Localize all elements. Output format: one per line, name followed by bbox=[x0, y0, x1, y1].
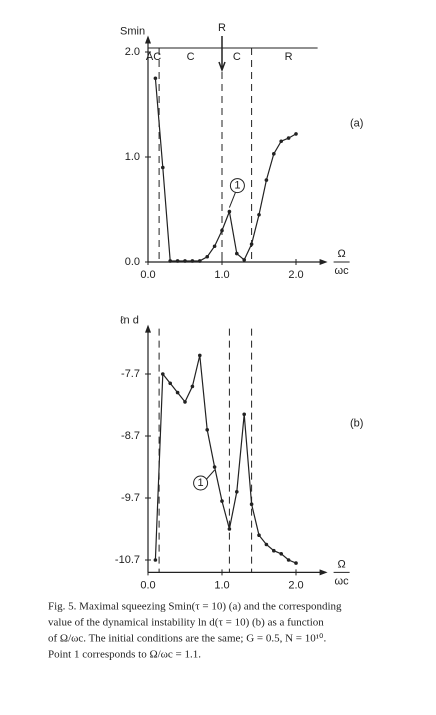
data-point bbox=[183, 400, 187, 404]
y-tick-label: 0.0 bbox=[125, 256, 140, 268]
region-arrow bbox=[218, 36, 226, 73]
data-point bbox=[153, 76, 158, 81]
y-arrow bbox=[145, 35, 151, 44]
data-point bbox=[190, 384, 195, 389]
point-label: 1 bbox=[234, 180, 240, 192]
y-tick-label: -10.7 bbox=[115, 554, 140, 566]
data-point bbox=[212, 465, 217, 469]
data-point bbox=[168, 381, 172, 386]
caption-line: value of the dynamical instability ln d(… bbox=[48, 617, 324, 629]
data-point bbox=[161, 372, 165, 376]
data-point bbox=[220, 499, 224, 503]
data-point bbox=[272, 152, 276, 156]
data-point bbox=[235, 251, 239, 256]
y-tick-label: -8.7 bbox=[121, 430, 140, 442]
data-point bbox=[227, 527, 232, 531]
data-point bbox=[183, 259, 187, 263]
x-tick-label: 1.0 bbox=[214, 579, 229, 591]
y-tick-label: -7.7 bbox=[121, 368, 140, 380]
data-point bbox=[161, 165, 165, 170]
data-point bbox=[205, 428, 209, 432]
data-point bbox=[175, 390, 180, 395]
y-tick-label: 1.0 bbox=[125, 151, 140, 163]
caption-line: of Ω/ωc. The initial conditions are the … bbox=[48, 633, 326, 645]
data-point bbox=[190, 259, 195, 263]
data-point bbox=[205, 254, 209, 259]
data-point bbox=[249, 502, 254, 507]
panel-label: (b) bbox=[350, 417, 363, 429]
y-axis-label: Smin bbox=[120, 25, 145, 37]
panel-label: (a) bbox=[350, 118, 363, 130]
x-tick-label: 2.0 bbox=[288, 579, 303, 591]
caption-line: Fig. 5. Maximal squeezing Smin(τ = 10) (… bbox=[48, 601, 342, 613]
data-point bbox=[257, 533, 261, 537]
region-label: R bbox=[285, 51, 293, 63]
data-point bbox=[294, 132, 298, 136]
data-point bbox=[227, 209, 232, 214]
x-tick-label: 0.0 bbox=[140, 579, 155, 591]
data-point bbox=[235, 490, 239, 494]
point-arrow bbox=[206, 469, 215, 480]
data-point bbox=[242, 258, 246, 262]
x-tick-label: 0.0 bbox=[140, 269, 155, 281]
data-point bbox=[220, 228, 224, 233]
point-marker bbox=[193, 475, 209, 491]
data-point bbox=[279, 552, 284, 556]
x-arrow bbox=[319, 569, 328, 576]
data-point bbox=[242, 412, 246, 417]
point-marker bbox=[229, 178, 245, 194]
data-point bbox=[257, 212, 261, 217]
data-line bbox=[154, 78, 297, 262]
data-point bbox=[286, 558, 291, 562]
x-label-denominator: ωc bbox=[335, 265, 350, 277]
data-point bbox=[264, 542, 269, 547]
y-axis-label: ℓn d bbox=[120, 315, 139, 327]
x-arrow bbox=[319, 259, 328, 265]
x-label-numerator: Ω bbox=[337, 558, 345, 570]
data-point bbox=[272, 548, 276, 553]
region-label: R bbox=[218, 22, 226, 34]
region-label: AC bbox=[146, 51, 161, 63]
data-line bbox=[154, 355, 297, 564]
x-tick-label: 2.0 bbox=[288, 269, 303, 281]
data-point bbox=[279, 139, 284, 144]
data-point bbox=[249, 242, 254, 246]
data-point bbox=[198, 353, 202, 358]
data-point bbox=[198, 259, 202, 263]
y-arrow bbox=[145, 324, 151, 333]
data-point bbox=[168, 259, 172, 263]
x-label-numerator: Ω bbox=[337, 248, 345, 260]
y-tick-label: -9.7 bbox=[121, 492, 140, 504]
data-point bbox=[153, 558, 158, 562]
point-label: 1 bbox=[198, 477, 204, 489]
x-tick-label: 1.0 bbox=[214, 269, 229, 281]
x-label-denominator: ωc bbox=[335, 575, 350, 587]
data-point bbox=[264, 178, 269, 182]
caption-line: Point 1 corresponds to Ω/ωc = 1.1. bbox=[48, 649, 201, 661]
point-arrow bbox=[228, 192, 236, 208]
data-point bbox=[294, 561, 298, 565]
data-point bbox=[212, 244, 217, 249]
region-label: C bbox=[233, 51, 241, 63]
region-label: C bbox=[187, 51, 195, 63]
y-tick-label: 2.0 bbox=[125, 46, 140, 58]
data-point bbox=[286, 136, 291, 140]
data-point bbox=[175, 259, 180, 263]
